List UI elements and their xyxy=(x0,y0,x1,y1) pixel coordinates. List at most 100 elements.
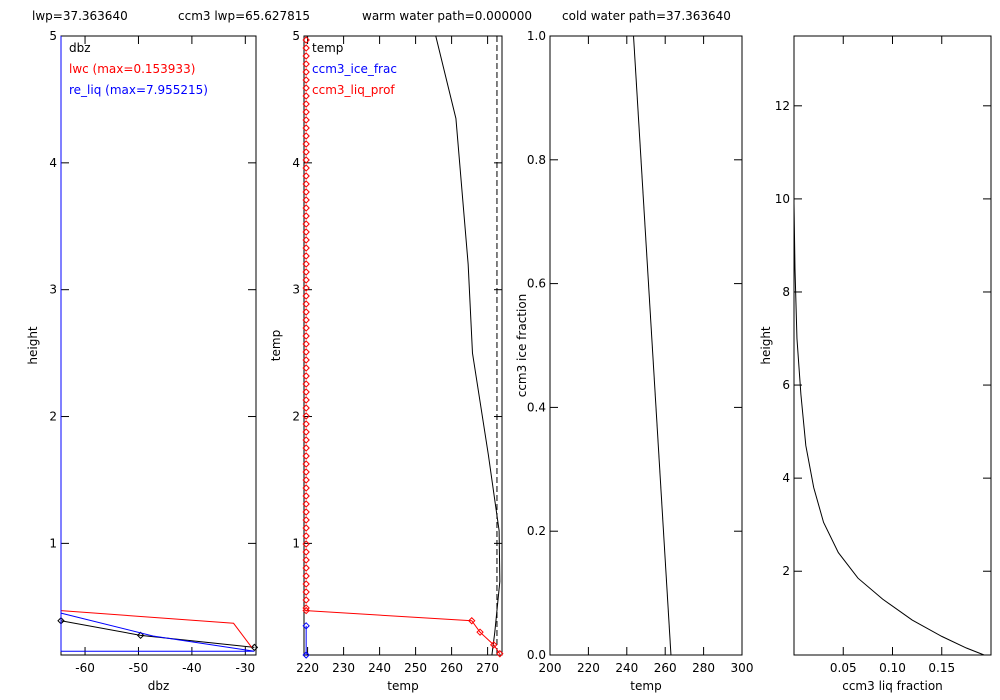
x-tick-label: 230 xyxy=(332,661,355,675)
profile-marker xyxy=(302,204,310,212)
profile-marker xyxy=(302,436,310,444)
profile-marker xyxy=(302,364,310,372)
profile-marker xyxy=(302,516,310,524)
plot-frame xyxy=(60,35,257,656)
profile-marker xyxy=(302,316,310,324)
y-tick-label: 1.0 xyxy=(527,29,546,43)
legend-entry: lwc (max=0.153933) xyxy=(69,62,195,76)
profile-marker xyxy=(302,92,310,100)
profile-marker xyxy=(302,284,310,292)
profile-marker xyxy=(302,356,310,364)
legend-entry: ccm3_liq_prof xyxy=(312,83,395,97)
y-tick-label: 8 xyxy=(782,285,790,299)
series-point-dbz xyxy=(250,643,259,652)
profile-marker xyxy=(302,556,310,564)
profile-marker xyxy=(302,380,310,388)
profile-marker xyxy=(302,236,310,244)
series-line-ccm3_liq_prof xyxy=(306,610,501,655)
profile-marker xyxy=(302,540,310,548)
series-point-ccm3_liq_prof xyxy=(468,617,476,625)
panel-temp-temp: 220 230 240 250 260 270 1 2 3 4 5 temp temp temp ccm3_… xyxy=(269,29,504,693)
profile-marker xyxy=(302,148,310,156)
x-tick-label: -30 xyxy=(236,661,256,675)
y-tick-label: 4 xyxy=(292,156,300,170)
profile-marker xyxy=(302,372,310,380)
profile-marker xyxy=(302,588,310,596)
y-axis-label: ccm3 ice fraction xyxy=(515,294,529,398)
profile-marker xyxy=(302,468,310,476)
series-line-re_liq xyxy=(60,36,255,652)
legend-entry: dbz xyxy=(69,41,91,55)
profile-marker xyxy=(302,164,310,172)
profile-marker xyxy=(302,412,310,420)
x-axis-label: temp xyxy=(630,679,661,693)
profile-marker xyxy=(302,508,310,516)
y-tick-label: 0.0 xyxy=(527,648,546,662)
profile-marker xyxy=(302,548,310,556)
profile-marker xyxy=(302,172,310,180)
panel-temp-icefrac: 200 220 240 260 280 300 0.0 0.2 0.4 0.6 0.8 1.0 temp… xyxy=(515,29,753,693)
x-tick-label: 270 xyxy=(476,661,499,675)
profile-marker xyxy=(302,60,310,68)
y-tick-label: 10 xyxy=(775,192,790,206)
y-tick-label: 0.4 xyxy=(527,400,546,414)
header-warm-water-path: warm water path=0.000000 xyxy=(362,9,532,23)
profile-marker xyxy=(302,524,310,532)
x-tick-label: 0.10 xyxy=(879,661,906,675)
series-point-dbz xyxy=(136,631,145,640)
y-tick-label: 12 xyxy=(775,99,790,113)
profile-marker xyxy=(302,428,310,436)
header-cold-water-path: cold water path=37.363640 xyxy=(562,9,731,23)
y-tick-label: 3 xyxy=(292,283,300,297)
x-tick-label: 240 xyxy=(615,661,638,675)
y-tick-label: 1 xyxy=(49,536,57,550)
profile-marker xyxy=(302,68,310,76)
profile-marker xyxy=(302,116,310,124)
x-axis-label: ccm3 liq fraction xyxy=(842,679,943,693)
panel-liqfrac-height: 0.05 0.10 0.15 2 4 6 8 10 12 ccm3 liq fraction hei… xyxy=(759,35,992,693)
y-tick-label: 2 xyxy=(292,410,300,424)
profile-marker xyxy=(302,140,310,148)
x-tick-label: 200 xyxy=(539,661,562,675)
plot-frame xyxy=(793,35,992,656)
series-point-ccm3_liq_prof xyxy=(302,606,310,615)
profile-marker xyxy=(302,444,310,452)
plot-frame xyxy=(549,35,743,656)
profile-marker xyxy=(302,324,310,332)
y-tick-label: 5 xyxy=(292,29,300,43)
x-tick-label: 300 xyxy=(731,661,754,675)
y-tick-label: 0.6 xyxy=(527,277,546,291)
y-tick-label: 6 xyxy=(782,378,790,392)
profile-marker xyxy=(302,52,310,60)
y-tick-label: 0.2 xyxy=(527,524,546,538)
profile-marker xyxy=(302,156,310,164)
chart-header: lwp=37.363640 ccm3 lwp=65.627815 warm wa… xyxy=(32,9,731,23)
x-tick-label: 0.05 xyxy=(830,661,857,675)
x-tick-label: 250 xyxy=(404,661,427,675)
profile-marker xyxy=(302,212,310,220)
x-axis-label: temp xyxy=(387,679,418,693)
profile-marker xyxy=(302,500,310,508)
profile-marker xyxy=(302,484,310,492)
series-line-curve xyxy=(633,35,672,656)
x-axis-label: dbz xyxy=(148,679,170,693)
panel-dbz-height: -60 -50 -40 -30 1 2 3 4 5 dbz height dbz lwc (max=0.… xyxy=(26,29,259,693)
profile-marker xyxy=(302,196,310,204)
profile-marker xyxy=(302,396,310,404)
series-point-ccm3_liq_prof xyxy=(496,650,504,658)
profile-marker xyxy=(302,260,310,268)
profile-marker xyxy=(302,100,310,108)
profile-marker xyxy=(302,492,310,500)
x-tick-label: 240 xyxy=(368,661,391,675)
series-point-ccm3_liq_prof xyxy=(490,641,498,649)
legend-entry: re_liq (max=7.955215) xyxy=(69,83,208,97)
x-tick-label: 260 xyxy=(440,661,463,675)
profile-marker xyxy=(302,292,310,300)
profile-marker xyxy=(302,532,310,540)
series-line-temp xyxy=(435,35,501,656)
profile-marker xyxy=(302,180,310,188)
profile-marker xyxy=(302,76,310,84)
profile-marker xyxy=(302,188,310,196)
